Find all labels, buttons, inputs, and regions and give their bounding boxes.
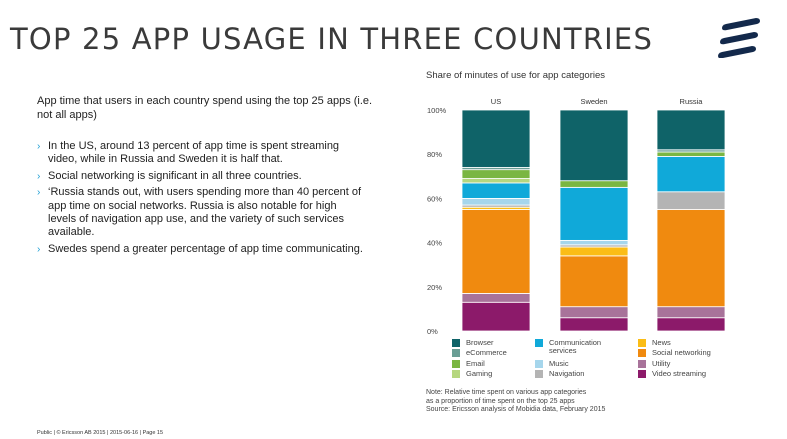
category-label: US (491, 97, 501, 106)
legend-swatch (452, 349, 460, 357)
bullet-item: › In the US, around 13 percent of app tim… (37, 140, 367, 167)
legend-label: Social networking (652, 348, 711, 357)
legend-item: Social networking (638, 349, 711, 357)
legend-label: Communication services (549, 338, 602, 355)
legend-item: Email (452, 360, 485, 368)
category-label: Russia (680, 97, 704, 106)
legend-item: News (638, 339, 671, 347)
bar-segment (559, 180, 629, 188)
bar-segment (461, 169, 531, 179)
bar-segment (461, 301, 531, 332)
bar-segment (461, 182, 531, 199)
bar-segment (559, 246, 629, 257)
bar-segment (656, 317, 726, 332)
legend-label: News (652, 338, 671, 347)
bar-segment (656, 109, 726, 151)
legend-label: Music (549, 359, 569, 368)
y-tick-label: 60% (427, 194, 442, 203)
chart-note: Note: Relative time spent on various app… (426, 389, 605, 415)
legend-label: Gaming (466, 369, 493, 378)
bar-segment (656, 156, 726, 193)
legend-label: Video streaming (652, 369, 707, 378)
footer: Public | © Ericsson AB 2015 | 2015-06-16… (37, 430, 164, 436)
bullet-list: › In the US, around 13 percent of app tim… (37, 140, 367, 259)
ericsson-logo-icon (718, 18, 760, 58)
legend-swatch (452, 370, 460, 378)
bullet-text: In the US, around 13 percent of app time… (48, 140, 340, 166)
chevron-right-icon: › (37, 187, 41, 199)
bullet-item: › ‘Russia stands out, with users spending… (37, 186, 367, 240)
intro-text: App time that users in each country spen… (37, 95, 373, 121)
bar-segment (559, 255, 629, 308)
category-label: Sweden (580, 97, 607, 106)
legend-item: eCommerce (452, 349, 507, 357)
legend-swatch (535, 370, 543, 378)
bar-segment (461, 198, 531, 206)
bar-segment (461, 293, 531, 303)
bar-segment (461, 209, 531, 294)
chevron-right-icon: › (37, 141, 41, 152)
bar-segment (559, 109, 629, 182)
slide-title: TOP 25 APP USAGE IN THREE COUNTRIES (10, 22, 654, 56)
y-tick-label: 80% (427, 150, 442, 159)
bar-segment (656, 306, 726, 319)
legend-swatch (452, 339, 460, 347)
legend-swatch (535, 360, 543, 368)
bullet-text: Social networking is significant in all … (48, 169, 302, 182)
legend-swatch (535, 339, 543, 347)
legend-swatch (638, 360, 646, 368)
note-line: Source: Ericsson analysis of Mobidia dat… (426, 406, 606, 413)
legend-label: eCommerce (466, 348, 507, 357)
legend-swatch (638, 349, 646, 357)
bar-segment (559, 306, 629, 319)
bullet-text: Swedes spend a greater percentage of app… (48, 242, 363, 255)
bar-segment (461, 178, 531, 184)
y-tick-label: 40% (427, 239, 442, 248)
legend-item: Communication services (535, 339, 601, 355)
bar-segment (559, 239, 629, 246)
chart-title: Share of minutes of use for app categori… (426, 70, 606, 81)
bar-segment (559, 317, 629, 332)
bar-segment (656, 151, 726, 157)
bullet-item: › Swedes spend a greater percentage of ap… (37, 243, 367, 256)
legend-item: Gaming (452, 370, 492, 378)
y-tick-label: 20% (427, 283, 442, 292)
bar-segment (656, 191, 726, 210)
legend-item: Browser (452, 339, 494, 347)
legend-item: Navigation (535, 370, 584, 378)
chevron-right-icon: › (37, 243, 41, 255)
chart-legend: Browser eCommerce Email Gaming Communication… (452, 339, 752, 384)
bar-segment (656, 209, 726, 308)
bar-segment (559, 186, 629, 241)
y-tick-label: 0% (427, 327, 438, 336)
legend-swatch (638, 339, 646, 347)
note-line: Note: Relative time spent on various app… (426, 389, 587, 396)
legend-label: Browser (466, 338, 494, 347)
chevron-right-icon: › (37, 170, 41, 182)
legend-item: Video streaming (638, 370, 706, 378)
y-tick-label: 100% (427, 106, 447, 115)
stacked-bar-chart: 0% 20% 40% 60% 80% 100% US Sweden Russia (427, 97, 726, 336)
legend-label: Navigation (549, 369, 585, 378)
bullet-item: › Social networking is significant in all… (37, 170, 367, 183)
legend-swatch (452, 360, 460, 368)
legend-item: Music (535, 360, 569, 368)
legend-swatch (638, 370, 646, 378)
bar-segment (461, 109, 531, 168)
legend-label: Utility (652, 359, 671, 368)
note-line: as a proportion of time spent on the top… (426, 397, 575, 405)
bullet-text: ‘Russia stands out, with users spending … (48, 186, 362, 239)
legend-label: Email (466, 359, 485, 368)
legend-item: Utility (638, 360, 670, 368)
